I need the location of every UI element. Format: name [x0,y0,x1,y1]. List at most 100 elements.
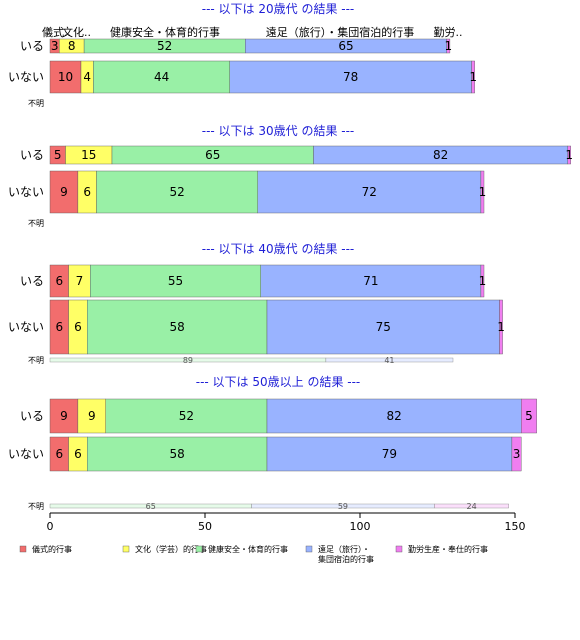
row-label: いる [20,39,44,53]
legend-label: 集団宿泊的行事 [318,554,374,564]
unknown-row-label: 不明 [28,356,44,365]
top-category-label: 勤労.. [434,25,463,39]
data-label: 71 [363,274,378,288]
bar-segment [77,398,107,434]
row-label: いない [8,447,44,461]
data-label: 1 [479,274,487,288]
data-label: 6 [55,447,63,461]
unknown-row-label: 不明 [28,219,44,228]
data-label: 82 [386,409,401,423]
legend-label: 儀式的行事 [32,544,72,554]
data-label: 9 [60,409,68,423]
data-label: 1 [445,39,453,53]
data-label: 52 [169,185,184,199]
data-label: 82 [433,148,448,162]
bar-segment [499,299,503,355]
data-label: 4 [83,70,91,84]
x-tick-label: 50 [198,520,212,533]
bar-segment [105,398,268,434]
data-label: 58 [169,447,184,461]
unknown-data-label: 59 [338,502,348,511]
data-label: 3 [513,447,521,461]
data-label: 65 [338,39,353,53]
data-label: 58 [169,320,184,334]
row-label: いる [20,409,44,423]
row-label: いない [8,320,44,334]
row-label: いない [8,185,44,199]
panel-title: --- 以下は 30歳代 の結果 --- [202,124,355,138]
bar-segment [49,170,79,214]
bar-segment [96,170,258,214]
bar-segment [567,145,572,165]
data-label: 52 [179,409,194,423]
data-label: 9 [60,185,68,199]
x-tick-label: 0 [47,520,54,533]
data-label: 7 [76,274,84,288]
unknown-segment [434,503,509,509]
data-label: 72 [362,185,377,199]
top-category-label: 文化.. [62,25,91,39]
top-category-label: 儀式.. [42,25,71,39]
data-label: 6 [74,447,82,461]
legend-swatch [305,545,313,553]
bar-segment [480,264,485,298]
bar-segment [257,170,482,214]
top-category-label: 健康安全・体育的行事 [110,25,220,39]
legend-label: 健康安全・体育的行事 [208,544,288,554]
bar-segment [229,60,472,94]
data-label: 75 [376,320,391,334]
row-label: いる [20,274,44,288]
bar-segment [49,398,79,434]
data-label: 78 [343,70,358,84]
data-label: 1 [565,148,573,162]
data-label: 5 [54,148,62,162]
data-label: 65 [205,148,220,162]
bar-segment [86,436,268,472]
legend-label: 文化（学芸）的行事 [135,544,207,554]
panel-title: --- 以下は 40歳代 の結果 --- [202,242,355,256]
unknown-data-label: 41 [384,356,394,365]
unknown-row-label: 不明 [28,502,44,511]
legend-label: 遠足（旅行）・ [318,544,370,554]
data-label: 44 [154,70,169,84]
data-label: 5 [525,409,533,423]
bar-segment [86,299,268,355]
data-label: 52 [157,39,172,53]
unknown-data-label: 24 [467,502,477,511]
legend-label: 勤労生産・奉仕的行事 [408,544,488,554]
bar-segment [93,60,230,94]
bar-segment [480,170,485,214]
top-category-label: 遠足（旅行）・集団宿泊的行事 [266,25,415,39]
data-label: 6 [55,320,63,334]
data-label: 55 [168,274,183,288]
unknown-data-label: 65 [146,502,156,511]
x-tick-label: 150 [505,520,526,533]
unknown-row-label: 不明 [28,99,44,108]
bar-segment [266,436,513,472]
data-label: 8 [68,39,76,53]
panel-title: --- 以下は 20歳代 の結果 --- [202,2,355,16]
data-label: 1 [469,70,477,84]
data-label: 9 [88,409,96,423]
bar-segment [511,436,522,472]
bar-segment [446,38,451,54]
unknown-segment [325,357,454,363]
bar-segment [471,60,475,94]
data-label: 6 [74,320,82,334]
bar-segment [266,299,500,355]
legend-swatch [395,545,403,553]
data-label: 3 [51,39,59,53]
panel-title: --- 以下は 50歳以上 の結果 --- [196,375,361,389]
bar-segment [260,264,482,298]
row-label: いる [20,148,44,162]
data-label: 10 [58,70,73,84]
data-label: 1 [479,185,487,199]
data-label: 79 [382,447,397,461]
data-label: 6 [55,274,63,288]
bar-segment [266,398,522,434]
legend-swatch [122,545,130,553]
legend-swatch [195,545,203,553]
data-label: 15 [81,148,96,162]
